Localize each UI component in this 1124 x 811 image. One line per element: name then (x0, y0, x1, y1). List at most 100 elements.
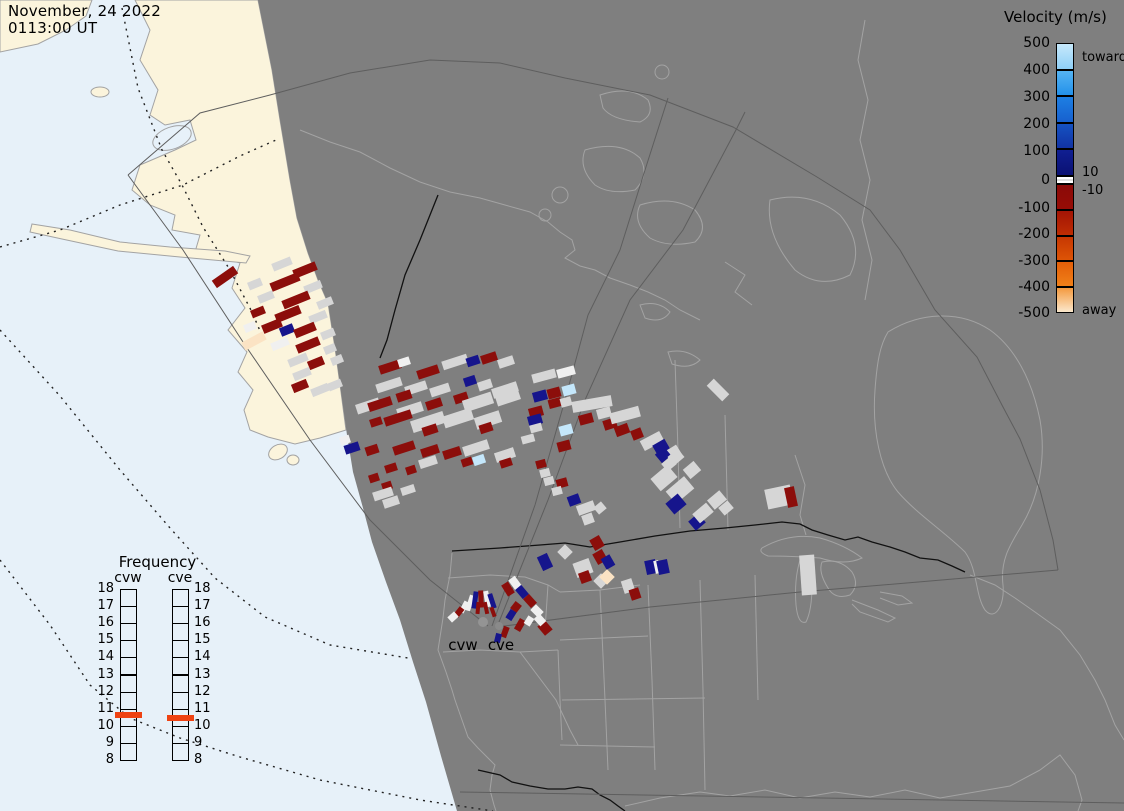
velocity-colorbar-segment (1056, 122, 1074, 150)
velocity-cell (543, 475, 555, 487)
velocity-colorbar-segment (1056, 209, 1074, 236)
velocity-colorbar-segment (1056, 183, 1074, 210)
velocity-cell (270, 336, 290, 352)
velocity-cell (483, 590, 491, 608)
velocity-cell (589, 535, 605, 551)
velocity-cell (395, 389, 413, 403)
date-text: November, 24 2022 (8, 2, 161, 20)
frequency-tick-label: 8 (105, 752, 114, 767)
velocity-cell (600, 554, 616, 570)
frequency-ladder-cell (172, 606, 189, 625)
velocity-cell (367, 396, 393, 412)
velocity-cell (707, 490, 727, 510)
velocity-colorbar-segment (1056, 149, 1074, 176)
velocity-cell (465, 354, 481, 368)
velocity-cell (547, 396, 563, 410)
fov-west-edge (127, 174, 489, 627)
velocity-cell (303, 279, 323, 295)
velocity-cell (320, 327, 336, 341)
frequency-tick-label: 9 (194, 734, 203, 750)
fov-beam-edge-1 (491, 97, 669, 627)
velocity-cell (441, 353, 469, 371)
velocity-cell (593, 501, 607, 515)
land-kodiak-island-2 (286, 454, 300, 466)
velocity-cell (476, 378, 494, 392)
land-st-lawrence-island (90, 86, 110, 98)
velocity-cell (372, 486, 394, 502)
velocity-cell (682, 460, 702, 480)
velocity-cell (499, 457, 513, 469)
velocity-cell (369, 416, 383, 428)
velocity-cell (495, 389, 521, 407)
frequency-ladder-cell (172, 742, 189, 761)
frequency-ladder-cell (172, 657, 189, 676)
velocity-colorbar-segment (1056, 287, 1074, 313)
frequency-tick-label: 18 (97, 581, 114, 596)
velocity-cell (575, 500, 597, 516)
velocity-cell (250, 305, 266, 319)
radar-label-cvw: cvw (448, 636, 477, 654)
velocity-cell (529, 422, 543, 434)
velocity-cell (269, 272, 301, 292)
land-alaska-peninsula (29, 223, 251, 264)
frequency-tick-label: 13 (194, 666, 211, 682)
velocity-cell (460, 456, 474, 468)
land-kodiak-island (268, 443, 288, 461)
frequency-ladder-cell (172, 674, 189, 693)
velocity-away-label: away (1082, 303, 1117, 318)
velocity-toward-label: toward (1082, 50, 1124, 65)
velocity-cell (577, 569, 593, 585)
velocity-cell (630, 427, 644, 441)
frequency-ladder-cell (120, 691, 137, 710)
velocity-cell (489, 606, 497, 618)
velocity-cell (257, 290, 275, 304)
day-land-group (0, 0, 347, 466)
velocity-cell (599, 569, 615, 585)
frequency-tick-label: 11 (194, 700, 211, 716)
velocity-colorbar-segment (1056, 96, 1074, 123)
velocity-cell (497, 355, 515, 369)
velocity-cell (515, 584, 529, 600)
velocity-cell (650, 464, 678, 492)
velocity-cell (493, 447, 517, 463)
frequency-tick-label: 15 (194, 632, 211, 648)
velocity-zero-upper-label: 10 (1082, 165, 1099, 180)
velocity-cell (462, 374, 478, 388)
frequency-ladder-cell (172, 623, 189, 642)
velocity-cell (261, 318, 283, 334)
velocity-cell (491, 381, 519, 399)
velocity-cell (274, 304, 302, 324)
velocity-cell (241, 331, 267, 351)
velocity-cell (473, 410, 503, 430)
velocity-colorbar-segment (1056, 69, 1074, 97)
velocity-cell (558, 423, 574, 437)
frequency-tick-label: 14 (194, 649, 211, 665)
radar-label-cve: cve (488, 636, 514, 654)
velocity-zero-lower-label: -10 (1082, 183, 1104, 198)
velocity-cell (429, 382, 451, 398)
velocity-cell (462, 439, 490, 457)
velocity-cell (595, 406, 613, 420)
frequency-tick-label: 9 (105, 734, 114, 750)
time-text: 0113:00 UT (8, 19, 98, 37)
velocity-tick-label: 500 (1023, 35, 1050, 51)
velocity-cell (329, 354, 345, 366)
velocity-cell (242, 321, 258, 333)
velocity-cell (368, 472, 380, 484)
velocity-cell (665, 493, 687, 515)
velocity-cell (293, 321, 317, 339)
frequency-tick-label: 10 (97, 717, 114, 733)
velocity-cell (383, 409, 413, 427)
velocity-cell (310, 382, 330, 398)
velocity-cell (247, 277, 263, 291)
velocity-cell (461, 391, 495, 413)
velocity-cell (656, 559, 670, 575)
frequency-tick-label: 8 (194, 752, 203, 767)
velocity-cell (613, 422, 631, 438)
velocity-cell (523, 593, 537, 609)
frequency-column-label-cvw: cvw (114, 570, 142, 586)
national-borders (379, 194, 966, 811)
velocity-tick-label: -400 (1018, 279, 1050, 295)
